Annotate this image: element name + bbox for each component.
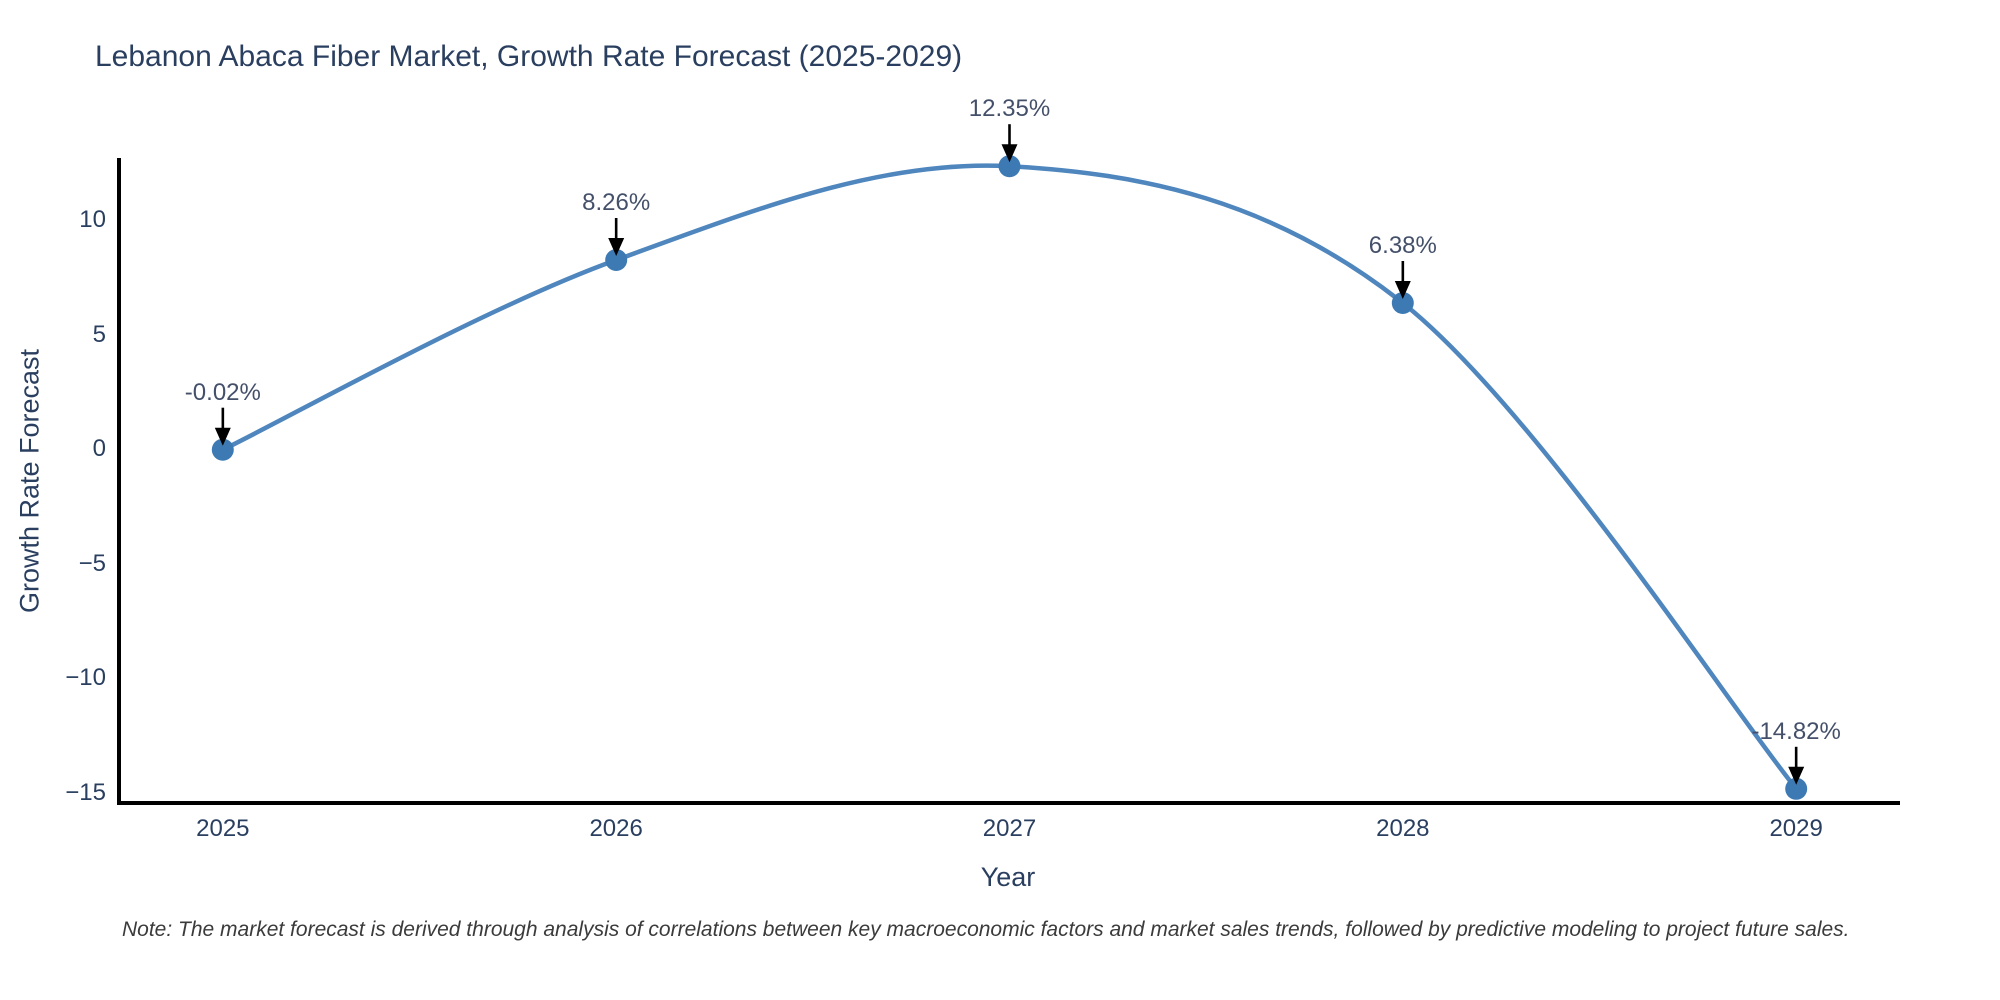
y-tick-label: −10 [65,664,106,692]
annotation-arrow-head [1001,144,1018,163]
data-point-marker-2026 [605,249,628,271]
y-tick-label: 0 [92,435,106,463]
chart-title: Lebanon Abaca Fiber Market, Growth Rate … [95,40,963,73]
point-annotation-2027: 12.35% [968,95,1051,123]
point-annotation-2026: 8.26% [582,188,651,216]
chart-footnote: Note: The market forecast is derived thr… [122,918,1850,941]
y-tick-label: 5 [92,320,106,348]
point-annotation-2028: 6.38% [1368,232,1437,260]
x-tick-label: 2028 [1376,815,1430,842]
annotation-arrow-head [1788,766,1805,785]
point-annotation-2025: -0.02% [184,378,261,406]
x-tick-label: 2029 [1769,815,1823,842]
annotation-arrow-head [214,427,231,446]
data-point-marker-2028 [1391,292,1414,314]
x-axis-title: Year [980,862,1036,892]
data-point-marker-2027 [998,155,1021,178]
point-annotation-2029: -14.82% [1751,717,1841,745]
x-tick-label: 2027 [982,815,1037,842]
y-tick-label: −5 [78,549,106,577]
forecast-line [220,163,1799,792]
x-tick-label: 2026 [589,815,643,842]
data-point-marker-2025 [211,438,234,461]
x-tick-label: 2025 [196,815,250,842]
annotation-arrow-head [1394,281,1411,299]
y-tick-label: −15 [65,778,106,806]
axis-spines [117,158,1900,805]
y-tick-label: 10 [79,206,106,234]
annotation-arrow-head [608,238,625,256]
data-point-marker-2029 [1785,777,1808,800]
